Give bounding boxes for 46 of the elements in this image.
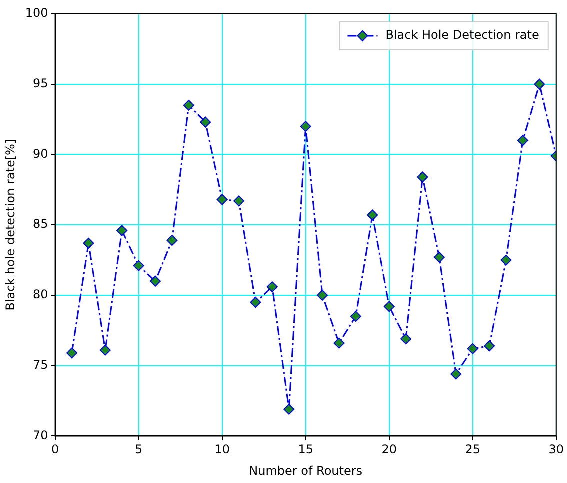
y-tick-label: 80 xyxy=(33,288,48,302)
point xyxy=(467,343,478,354)
point xyxy=(434,252,445,263)
x-axis-title: Number of Routers xyxy=(249,464,363,478)
point xyxy=(166,235,178,246)
point xyxy=(334,338,345,349)
point xyxy=(266,282,278,293)
y-tick-label: 75 xyxy=(33,358,48,372)
legend-label: Black Hole Detection rate xyxy=(386,28,540,42)
x-tick-label: 5 xyxy=(134,442,143,457)
point xyxy=(183,100,194,111)
x-tick-label: 0 xyxy=(51,442,60,457)
point xyxy=(367,210,378,221)
point xyxy=(400,334,412,345)
point xyxy=(200,116,212,128)
point xyxy=(216,194,228,206)
y-tick-label: 85 xyxy=(33,217,48,232)
point xyxy=(133,260,144,272)
point xyxy=(484,340,496,352)
point xyxy=(450,368,462,380)
point xyxy=(116,225,128,236)
x-tick-label: 10 xyxy=(214,442,230,457)
point xyxy=(317,290,328,301)
point xyxy=(517,135,528,146)
point xyxy=(284,404,295,415)
x-tick-label: 20 xyxy=(382,442,397,457)
point xyxy=(534,78,546,90)
y-tick-label: 95 xyxy=(33,76,48,90)
point xyxy=(83,238,94,249)
point xyxy=(500,254,512,266)
point xyxy=(300,121,312,132)
y-tick-label: 70 xyxy=(33,428,48,442)
point xyxy=(417,172,428,183)
x-tick-label: 15 xyxy=(298,442,314,457)
point xyxy=(350,311,362,322)
y-tick-label: 90 xyxy=(33,146,48,161)
point xyxy=(250,297,262,308)
y-tick-label: 100 xyxy=(25,6,48,20)
point xyxy=(384,301,395,312)
y-axis-title: Black hole detection rate[%] xyxy=(3,139,18,311)
point xyxy=(100,344,111,356)
x-tick-label: 30 xyxy=(548,442,564,457)
point xyxy=(150,276,162,287)
point xyxy=(234,196,245,207)
x-tick-label: 25 xyxy=(465,442,480,457)
point xyxy=(66,348,78,359)
